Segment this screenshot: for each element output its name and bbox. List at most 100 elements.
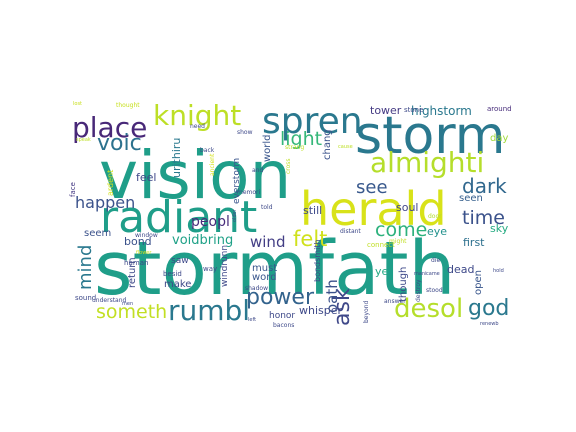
word-open: open xyxy=(473,270,484,295)
word-door: door xyxy=(428,213,442,220)
word-return: return xyxy=(127,257,138,288)
word-oath: oath xyxy=(323,279,341,313)
word-ask: ask xyxy=(330,288,355,326)
word-hold: hold xyxy=(493,268,504,274)
word-and: and xyxy=(252,167,263,174)
word-first: first xyxy=(463,236,485,249)
word-saw: saw xyxy=(171,256,189,266)
word-voic: voic xyxy=(97,131,142,156)
word-chang: chang xyxy=(322,129,333,160)
word-seem: seem xyxy=(84,228,111,239)
word-still: still xyxy=(303,204,322,217)
word-almighti: almighti xyxy=(370,146,484,179)
word-speak: speak xyxy=(76,137,91,143)
word-older: older xyxy=(232,208,238,222)
word-mind: mind xyxy=(75,245,96,290)
word-face: face xyxy=(69,182,77,197)
word-bacons: bacons xyxy=(273,322,294,329)
word-stood: stood xyxy=(426,287,443,294)
word-windrunn: windrunn xyxy=(220,245,230,287)
word-sound: sound xyxy=(75,294,96,302)
word-felt: felt xyxy=(293,227,327,251)
word-storm: storm xyxy=(355,106,505,166)
word-mani: mani xyxy=(414,271,427,277)
word-whisper: whisper xyxy=(299,304,343,317)
word-tower: tower xyxy=(370,104,402,117)
word-day: day xyxy=(490,133,508,144)
word-came: came xyxy=(426,271,440,277)
word-lost: lost xyxy=(73,101,82,107)
word-destroy: destroy xyxy=(415,279,422,302)
word-stormfath: stormfath xyxy=(94,226,455,312)
word-connect: connect xyxy=(367,241,395,249)
word-time: time xyxy=(462,207,505,229)
word-word: word xyxy=(252,272,277,283)
word-back: back xyxy=(200,147,215,154)
word-show: show xyxy=(237,129,253,136)
word-power: power xyxy=(246,285,315,310)
word-might: might xyxy=(389,238,407,245)
word-happen: happen xyxy=(75,193,135,212)
word-ye: ye xyxy=(375,265,389,278)
word-herald: herald xyxy=(300,182,447,236)
word-eye: eye xyxy=(427,225,447,238)
word-shadow: shadow xyxy=(245,285,268,292)
word-ardent: ardent xyxy=(106,170,115,196)
word-desol: desol xyxy=(394,294,463,324)
word-make: make xyxy=(164,279,191,290)
word-highstorm: highstorm xyxy=(411,104,472,118)
word-feel: feel xyxy=(136,171,156,184)
word-radiant: radiant xyxy=(100,192,257,243)
word-god: god xyxy=(468,296,509,321)
word-everstorm: everstorm xyxy=(232,158,242,204)
word-peopl: peopl xyxy=(191,214,230,230)
word-honor: honor xyxy=(269,311,295,321)
word-around: around xyxy=(487,105,512,113)
word-bondsmith: bondsmith xyxy=(313,239,322,282)
word-memori: memori xyxy=(237,189,261,196)
word-someth: someth xyxy=(96,301,167,323)
word-come: come xyxy=(375,219,427,241)
word-window: window xyxy=(135,232,158,239)
word-voidbring: voidbring xyxy=(172,233,233,248)
word-need: need xyxy=(190,123,205,130)
word-place: place xyxy=(72,111,147,144)
word-spren: spren xyxy=(262,101,363,142)
word-understand: understand xyxy=(92,297,127,304)
word-world: world xyxy=(262,134,273,162)
word-light: light xyxy=(280,128,322,150)
word-renewb: renewb xyxy=(480,321,499,327)
word-cross: cross xyxy=(285,158,292,174)
word-soul: soul xyxy=(396,201,419,214)
word-dark: dark xyxy=(462,174,507,198)
word-though: though xyxy=(398,267,409,302)
word-flower: flower xyxy=(136,250,152,256)
word-see: see xyxy=(356,177,388,198)
word-human: human xyxy=(124,259,148,267)
word-stone: stone xyxy=(404,106,423,114)
word-cause: cause xyxy=(338,144,353,150)
word-vision: vision xyxy=(99,137,291,214)
word-seen: seen xyxy=(459,193,483,204)
word-must: must xyxy=(252,263,277,274)
word-told: told xyxy=(261,204,273,211)
word-besid: besid xyxy=(163,270,182,278)
word-sky: sky xyxy=(490,222,509,235)
word-rumbl: rumbl xyxy=(168,294,250,327)
word-beyond: beyond xyxy=(363,300,370,323)
word-ancient: ancient xyxy=(209,153,216,176)
word-dead: dead xyxy=(447,263,474,276)
word-wind: wind xyxy=(250,233,285,251)
word-thought: thought xyxy=(116,102,140,109)
word-knight: knight xyxy=(153,99,241,132)
word-distant: distant xyxy=(340,228,361,235)
word-left: left xyxy=(248,317,256,323)
word-way: way xyxy=(203,265,217,273)
word-bond: bond xyxy=(124,235,152,248)
word-strang: strang xyxy=(285,144,304,151)
word-answer: answer xyxy=(384,298,406,305)
word-men: men xyxy=(122,301,133,307)
word-urithiru: urithiru xyxy=(170,138,183,178)
word-die: die xyxy=(431,257,440,264)
